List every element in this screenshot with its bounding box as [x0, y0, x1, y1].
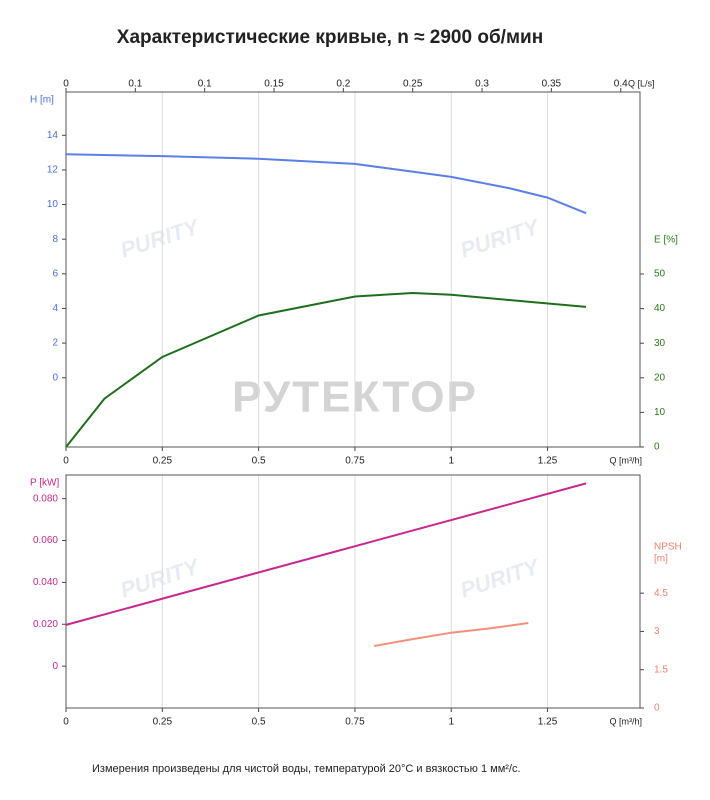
y2-axis-label: E [%]	[654, 235, 678, 246]
footnote: Измерения произведены для чистой воды, т…	[92, 763, 521, 775]
y2-tick-label: 0	[654, 703, 660, 714]
logo-watermark: PURITY	[457, 553, 544, 602]
y-axis-label: P [kW]	[30, 478, 59, 489]
y2-tick-label: 10	[654, 407, 666, 418]
y-tick-label: 0	[52, 372, 58, 383]
y2-tick-label: 3	[654, 626, 660, 637]
x-tick-label: 0.25	[153, 456, 173, 467]
y-tick-label: 0	[52, 661, 58, 672]
x2-tick-label: 0.4	[614, 79, 628, 90]
x2-tick-label: 0.2	[336, 79, 350, 90]
y-tick-label: 0.020	[33, 619, 58, 630]
x2-tick-label: 0.1	[198, 79, 212, 90]
y-tick-label: 12	[47, 165, 59, 176]
x2-tick-label: 0.1	[128, 79, 142, 90]
logo-watermark: PURITY	[117, 213, 204, 262]
x2-tick-label: 0.35	[542, 79, 562, 90]
y-tick-label: 0.040	[33, 577, 58, 588]
x-tick-label: 1	[448, 717, 454, 728]
y-tick-label: 4	[52, 303, 58, 314]
x2-tick-label: 0.3	[475, 79, 489, 90]
y-tick-label: 0.080	[33, 493, 58, 504]
logo-watermark: PURITY	[457, 213, 544, 262]
curve	[65, 153, 587, 215]
y-tick-label: 0.060	[33, 535, 58, 546]
x-tick-label: 0	[63, 717, 69, 728]
y-axis-label: H [m]	[30, 95, 54, 106]
curve	[65, 291, 587, 448]
y-tick-label: 10	[47, 199, 59, 210]
plot-frame	[65, 474, 641, 709]
plot-frame	[65, 91, 641, 448]
x-axis-label: Q [m³/h]	[609, 716, 642, 726]
y2-tick-label: 40	[654, 303, 666, 314]
x2-tick-label: 0.25	[403, 79, 423, 90]
x-tick-label: 0.5	[252, 717, 266, 728]
x-tick-label: 1.25	[538, 717, 558, 728]
y2-tick-label: 4.5	[654, 588, 668, 599]
x-tick-label: 0.25	[153, 717, 173, 728]
x-tick-label: 0.5	[252, 456, 266, 467]
y2-tick-label: 0	[654, 442, 660, 453]
y2-axis-label: [m]	[654, 554, 668, 565]
y-tick-label: 6	[52, 268, 58, 279]
x2-axis-label: Q [L/s]	[628, 78, 655, 88]
x-tick-label: 0.75	[345, 456, 365, 467]
y-tick-label: 14	[47, 130, 59, 141]
y-tick-label: 8	[52, 234, 58, 245]
x-tick-label: 1.25	[538, 456, 558, 467]
x-tick-label: 1	[448, 456, 454, 467]
y2-tick-label: 1.5	[654, 664, 668, 675]
y2-tick-label: 50	[654, 269, 666, 280]
x2-tick-label: 0.15	[264, 79, 284, 90]
curve	[65, 482, 587, 626]
logo-watermark: PURITY	[117, 553, 204, 602]
curve	[374, 622, 529, 647]
x-tick-label: 0.75	[345, 717, 365, 728]
x-axis-label: Q [m³/h]	[609, 455, 642, 465]
title: Характеристические кривые, n ≈ 2900 об/м…	[117, 27, 543, 48]
x-tick-label: 0	[63, 456, 69, 467]
watermark: РУТЕКТОР	[232, 373, 478, 422]
y2-tick-label: 20	[654, 372, 666, 383]
y-tick-label: 2	[52, 338, 58, 349]
x2-tick-label: 0	[63, 79, 69, 90]
y2-tick-label: 30	[654, 338, 666, 349]
y2-axis-label: NPSH	[654, 542, 682, 553]
